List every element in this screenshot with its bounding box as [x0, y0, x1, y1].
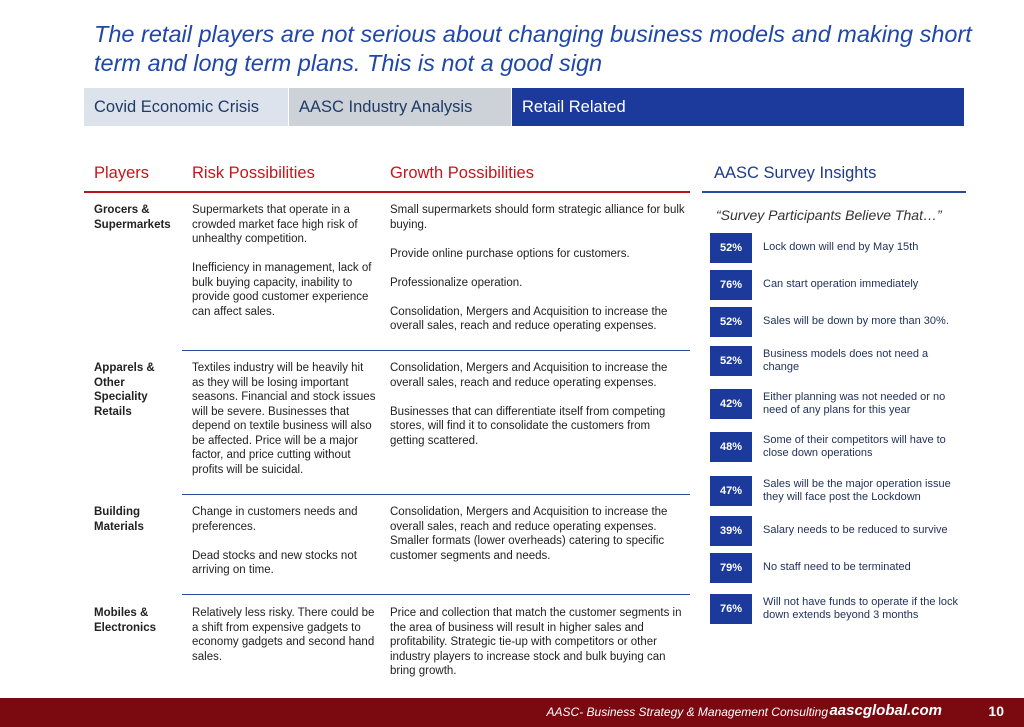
- insight-text: Can start operation immediately: [763, 278, 919, 291]
- page-title: The retail players are not serious about…: [94, 21, 972, 76]
- survey-insight: 52% Lock down will end by May 15th: [710, 233, 970, 263]
- survey-insight: 76% Can start operation immediately: [710, 270, 970, 300]
- player-mobiles: Mobiles & Electronics: [94, 607, 156, 634]
- percent-badge: 79%: [710, 553, 752, 583]
- growth-text: Consolidation, Mergers and Acquisition t…: [390, 305, 668, 333]
- risk-column-header: Risk Possibilities: [192, 164, 315, 182]
- insight-text: Business models does not need a change: [763, 347, 929, 374]
- risk-text: Relatively less risky. There could be a …: [192, 607, 375, 663]
- survey-subheading: “Survey Participants Believe That…”: [716, 207, 942, 223]
- footer-website-link[interactable]: aascglobal.com: [829, 702, 942, 719]
- tab-retail-related[interactable]: Retail Related: [512, 88, 964, 126]
- growth-cell-building-materials: Consolidation, Mergers and Acquisition t…: [390, 505, 686, 563]
- growth-cell-mobiles: Price and collection that match the cust…: [390, 606, 686, 679]
- survey-insight: 48% Some of their competitors will have …: [710, 432, 970, 462]
- insight-text: Lock down will end by May 15th: [763, 241, 919, 254]
- survey-insight: 39% Salary needs to be reduced to surviv…: [710, 516, 970, 546]
- growth-column-header: Growth Possibilities: [390, 164, 534, 182]
- growth-text: Small supermarkets should form strategic…: [390, 204, 685, 231]
- percent-badge: 76%: [710, 270, 752, 300]
- growth-text: Professionalize operation.: [390, 276, 523, 289]
- tab-covid-economic-crisis[interactable]: Covid Economic Crisis: [84, 88, 288, 126]
- growth-cell-apparels: Consolidation, Mergers and Acquisition t…: [390, 361, 686, 448]
- percent-badge: 47%: [710, 476, 752, 506]
- risk-text: Change in customers needs and preference…: [192, 506, 358, 533]
- percent-badge: 76%: [710, 594, 752, 624]
- player-grocers: Grocers & Supermarkets: [94, 204, 171, 231]
- survey-insight: 52% Sales will be down by more than 30%.: [710, 307, 970, 337]
- survey-heading: AASC Survey Insights: [714, 164, 877, 182]
- footer-tagline: AASC- Business Strategy & Management Con…: [546, 705, 828, 719]
- risk-text: Supermarkets that operate in a crowded m…: [192, 204, 358, 245]
- survey-insight: 52% Business models does not need a chan…: [710, 346, 970, 376]
- insight-text: Some of their competitors will have to c…: [763, 433, 946, 460]
- risk-text: Dead stocks and new stocks not arriving …: [192, 549, 357, 577]
- risk-cell-grocers: Supermarkets that operate in a crowded m…: [192, 203, 376, 319]
- growth-text: Businesses that can differentiate itself…: [390, 405, 666, 447]
- percent-badge: 52%: [710, 346, 752, 376]
- growth-text: Consolidation, Mergers and Acquisition t…: [390, 506, 668, 562]
- survey-insight: 76% Will not have funds to operate if th…: [710, 594, 970, 624]
- risk-text: Textiles industry will be heavily hit as…: [192, 362, 376, 476]
- risk-text: Inefficiency in management, lack of bulk…: [192, 262, 372, 318]
- footer-bar: AASC- Business Strategy & Management Con…: [0, 698, 1024, 727]
- percent-badge: 52%: [710, 233, 752, 263]
- percent-badge: 42%: [710, 389, 752, 419]
- survey-divider: [702, 191, 966, 193]
- player-building-materials: Building Materials: [94, 506, 144, 533]
- tab-bar: Covid Economic Crisis AASC Industry Anal…: [84, 88, 964, 126]
- page-number: 10: [988, 703, 1004, 719]
- percent-badge: 52%: [710, 307, 752, 337]
- row-divider: [182, 350, 690, 351]
- growth-text: Provide online purchase options for cust…: [390, 247, 630, 260]
- insight-text: No staff need to be terminated: [763, 561, 911, 574]
- growth-text: Consolidation, Mergers and Acquisition t…: [390, 362, 668, 389]
- growth-cell-grocers: Small supermarkets should form strategic…: [390, 203, 686, 334]
- row-divider: [182, 494, 690, 495]
- insight-text: Will not have funds to operate if the lo…: [763, 595, 959, 622]
- tab-aasc-industry-analysis[interactable]: AASC Industry Analysis: [289, 88, 511, 126]
- player-apparels: Apparels & Other Speciality Retails: [94, 362, 155, 418]
- risk-cell-building-materials: Change in customers needs and preference…: [192, 505, 376, 578]
- risk-cell-mobiles: Relatively less risky. There could be a …: [192, 606, 376, 664]
- insight-text: Sales will be down by more than 30%.: [763, 315, 949, 328]
- survey-insight: 42% Either planning was not needed or no…: [710, 389, 970, 419]
- percent-badge: 48%: [710, 432, 752, 462]
- survey-insight: 47% Sales will be the major operation is…: [710, 476, 970, 506]
- survey-insight: 79% No staff need to be terminated: [710, 553, 970, 583]
- growth-text: Price and collection that match the cust…: [390, 607, 682, 677]
- header-divider: [84, 191, 690, 193]
- insight-text: Salary needs to be reduced to survive: [763, 524, 948, 537]
- insight-text: Either planning was not needed or no nee…: [763, 390, 946, 417]
- insight-text: Sales will be the major operation issue …: [763, 477, 951, 504]
- percent-badge: 39%: [710, 516, 752, 546]
- risk-cell-apparels: Textiles industry will be heavily hit as…: [192, 361, 376, 477]
- row-divider: [182, 594, 690, 595]
- players-column-header: Players: [94, 164, 150, 182]
